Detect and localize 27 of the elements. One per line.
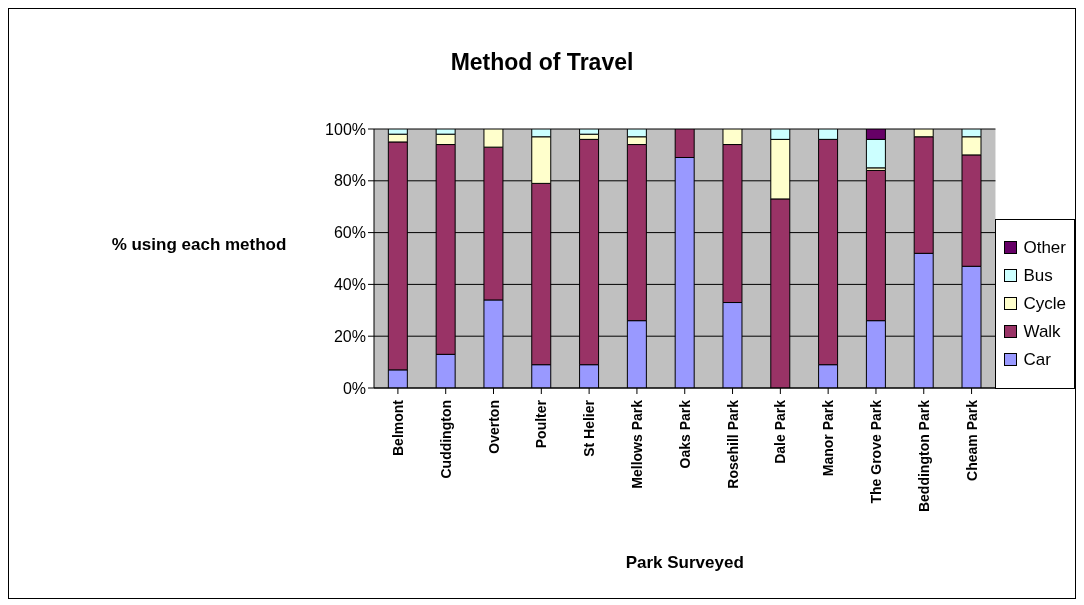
legend-label: Car <box>1023 349 1051 370</box>
x-tick-label: St Helier <box>581 399 598 457</box>
x-tick-label: Manor Park <box>820 399 837 477</box>
x-tick-label: Rosehill Park <box>724 399 741 489</box>
y-tick-label: 100% <box>325 120 366 138</box>
x-tick-label: Beddington Park <box>915 399 932 513</box>
y-tick-label: 60% <box>333 224 366 242</box>
x-tick-label: The Grove Park <box>867 399 884 504</box>
x-tick-label: Cuddington <box>437 400 454 479</box>
x-tick-label: Belmont <box>389 399 406 456</box>
y-tick-label: 80% <box>333 172 366 190</box>
y-axis-title: % using each method <box>110 235 288 255</box>
y-tick-label: 0% <box>342 379 366 397</box>
legend-label: Other <box>1023 237 1066 258</box>
y-tick-label: 20% <box>333 327 366 345</box>
x-tick-label: Oaks Park <box>676 399 693 469</box>
legend-label: Walk <box>1023 321 1061 342</box>
x-axis-title: Park Surveyed <box>625 553 744 572</box>
chart-title: Method of Travel <box>449 49 635 76</box>
legend-label: Bus <box>1023 265 1053 286</box>
x-tick-label: Poulter <box>533 399 550 449</box>
y-tick-label: 40% <box>333 276 366 294</box>
x-tick-label: Cheam Park <box>963 399 980 481</box>
legend-label: Cycle <box>1023 293 1066 314</box>
x-tick-label: Mellows Park <box>628 399 645 489</box>
x-tick-label: Overton <box>485 400 502 454</box>
x-tick-label: Dale Park <box>772 399 789 464</box>
